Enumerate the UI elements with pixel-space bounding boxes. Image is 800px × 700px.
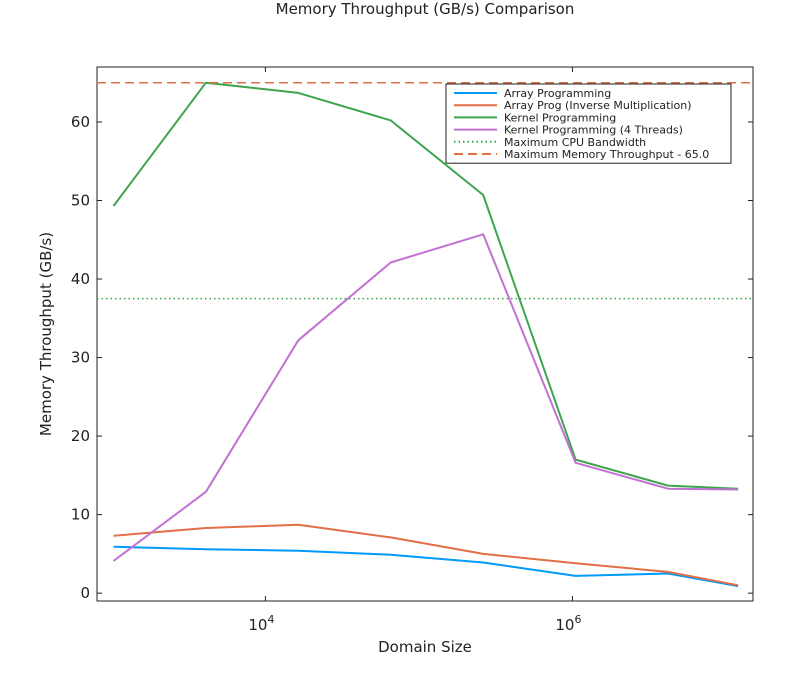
x-tick-base: 10 (248, 616, 267, 634)
legend-label: Kernel Programming (4 Threads) (504, 124, 683, 137)
y-axis-label: Memory Throughput (GB/s) (37, 232, 55, 436)
legend-label: Maximum CPU Bandwidth (504, 136, 646, 149)
legend-label: Array Programming (504, 87, 611, 100)
legend-box (445, 83, 732, 164)
chart-title: Memory Throughput (GB/s) Comparison (276, 0, 575, 18)
y-tick-label: 60 (71, 113, 90, 131)
y-tick-label: 20 (71, 427, 90, 445)
legend-label: Kernel Programming (504, 111, 616, 124)
x-axis-label: Domain Size (378, 638, 472, 656)
y-axis: 0 10 20 30 40 50 60 (71, 113, 753, 602)
series-line-0 (113, 545, 739, 588)
x-tick-label: 104 (248, 613, 274, 634)
series-layer (97, 81, 753, 588)
x-axis: 104 106 (248, 67, 581, 634)
y-tick-label: 30 (71, 349, 90, 367)
plot-frame (96, 66, 754, 602)
x-tick-label: 106 (555, 613, 581, 634)
x-tick-exponent: 6 (574, 613, 581, 626)
y-tick-label: 40 (71, 270, 90, 288)
y-tick-label: 10 (71, 506, 90, 524)
legend-label: Maximum Memory Throughput - 65.0 (504, 148, 709, 161)
y-tick-label: 50 (71, 192, 90, 210)
series-line-3 (112, 233, 739, 562)
y-tick-label: 0 (80, 584, 90, 602)
x-tick-exponent: 4 (267, 613, 274, 626)
series-line-2 (112, 81, 739, 490)
x-tick-base: 10 (555, 616, 574, 634)
series-line-1 (113, 523, 739, 587)
legend-label: Array Prog (Inverse Multiplication) (504, 99, 692, 112)
